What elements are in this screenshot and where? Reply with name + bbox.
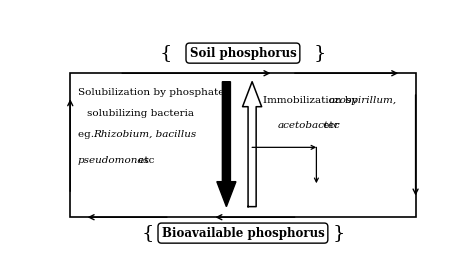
Polygon shape bbox=[217, 82, 236, 207]
Text: acetobacter: acetobacter bbox=[278, 121, 340, 130]
Text: Immobilization by: Immobilization by bbox=[263, 96, 361, 105]
Text: {: { bbox=[141, 224, 154, 242]
Text: Soil phosphorus: Soil phosphorus bbox=[190, 47, 296, 60]
Text: }: } bbox=[314, 44, 326, 62]
Polygon shape bbox=[243, 82, 262, 207]
Text: }: } bbox=[332, 224, 345, 242]
Text: Rhizobium, bacillus: Rhizobium, bacillus bbox=[93, 130, 196, 139]
Text: etc: etc bbox=[135, 156, 154, 164]
Text: azospirillum,: azospirillum, bbox=[328, 96, 397, 105]
Text: solubilizing bacteria: solubilizing bacteria bbox=[87, 109, 194, 118]
Text: etc: etc bbox=[320, 121, 339, 130]
Text: Bioavailable phosphorus: Bioavailable phosphorus bbox=[162, 227, 324, 240]
Text: pseudomonas: pseudomonas bbox=[78, 156, 149, 164]
Text: Solubilization by phosphate: Solubilization by phosphate bbox=[78, 88, 224, 97]
Text: eg.: eg. bbox=[78, 130, 97, 139]
Text: {: { bbox=[160, 44, 172, 62]
Bar bbox=[70, 73, 416, 217]
